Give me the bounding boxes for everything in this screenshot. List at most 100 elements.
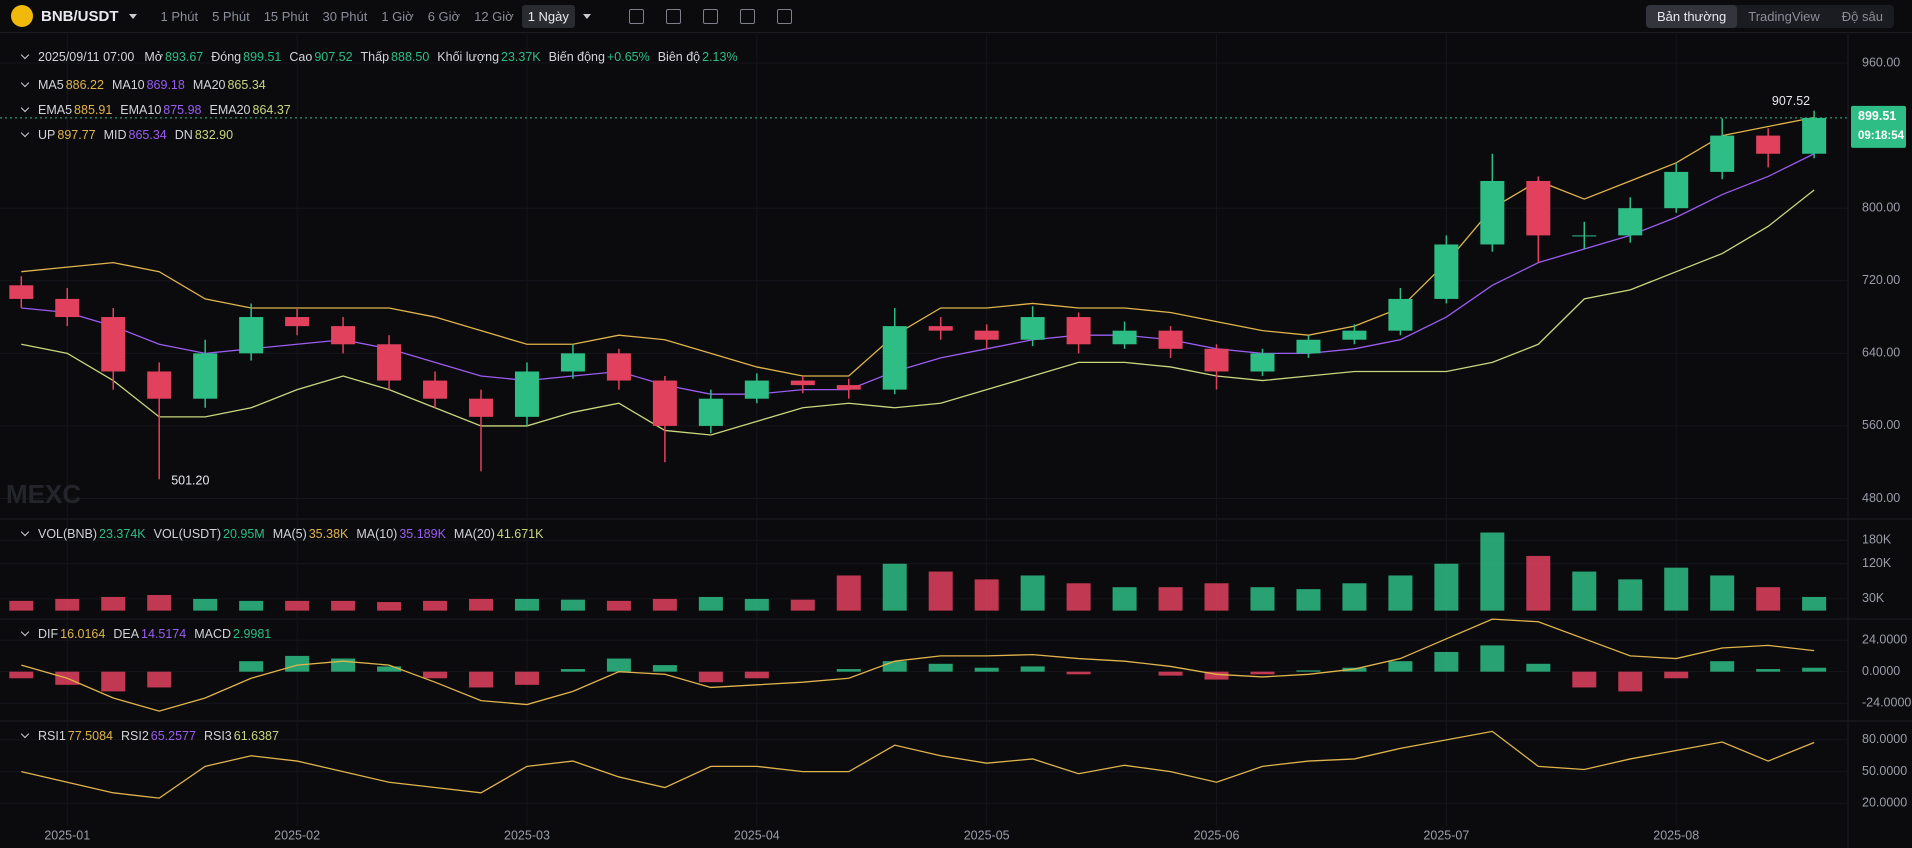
macd-bar (698, 671, 723, 683)
camera-icon[interactable] (776, 8, 792, 24)
macd-bar (469, 671, 493, 688)
symbol[interactable]: BNB/USDT (41, 7, 119, 25)
volume-bar (1066, 583, 1091, 611)
x-tick-label: 2025-01 (44, 828, 90, 842)
macd-bar (1526, 663, 1551, 672)
macd-bar (1480, 645, 1505, 672)
y-tick-label: 20.0000 (1862, 796, 1907, 810)
legend-value: 77.5084 (67, 729, 113, 743)
collapse-toggle[interactable] (20, 78, 30, 88)
macd-bar (1572, 671, 1597, 688)
candle-body (514, 371, 539, 417)
interval-list: 1 Phút 5 Phút 15 Phút 30 Phút 1 Giờ 6 Giờ 12 G… (155, 4, 577, 28)
volume-bar (1388, 575, 1413, 611)
formula-icon[interactable] (665, 8, 681, 24)
volume-bar (698, 596, 723, 611)
last-price-label: 899.51 (1858, 109, 1896, 123)
legend-value: 869.18 (146, 78, 185, 92)
macd-bar (606, 658, 631, 672)
volume-bar (514, 598, 539, 611)
legend-name: MA(20) (453, 527, 495, 541)
legend-value: 35.189K (399, 527, 446, 541)
view-button[interactable]: Độ sâu (1841, 9, 1883, 24)
draw-icon[interactable] (702, 8, 718, 24)
interval-button[interactable]: 1 Ngày (521, 4, 575, 28)
legend-value: 20.95M (223, 527, 265, 541)
symbol-dropdown[interactable] (128, 13, 137, 19)
candle-body (1618, 208, 1643, 236)
legend-name: UP (38, 128, 56, 142)
interval-button[interactable]: 1 Phút (160, 8, 199, 24)
y-tick-label: 640.00 (1862, 346, 1900, 360)
legend-name: RSI1 (38, 729, 66, 743)
candle-body (744, 380, 769, 399)
collapse-toggle[interactable] (20, 103, 30, 113)
candle-body (1388, 298, 1413, 331)
volume-bar (193, 598, 218, 611)
macd-bar (1020, 666, 1045, 672)
candle-body (147, 371, 172, 399)
legend-value: 875.98 (163, 103, 202, 117)
y-tick-label: 960.00 (1862, 55, 1900, 69)
interval-button[interactable]: 15 Phút (263, 8, 309, 24)
y-tick-label: -24.0000 (1862, 696, 1911, 710)
interval-button[interactable]: 30 Phút (322, 8, 368, 24)
collapse-toggle[interactable] (20, 128, 30, 138)
legend-value: 865.34 (128, 128, 167, 142)
interval-button[interactable]: 1 Giờ (381, 8, 414, 24)
legend-name: Đóng (211, 50, 242, 64)
candle-body (1112, 330, 1137, 345)
interval-button[interactable]: 5 Phút (212, 8, 250, 24)
view-button[interactable]: Bản thường (1645, 5, 1738, 28)
indicator-icon[interactable] (628, 8, 644, 24)
candle-body (1664, 171, 1689, 209)
collapse-toggle[interactable] (20, 50, 30, 60)
background (0, 34, 1912, 848)
legend-name: MA(5) (272, 527, 307, 541)
layout-icon[interactable] (739, 8, 755, 24)
collapse-toggle[interactable] (20, 729, 30, 739)
x-tick-label: 2025-08 (1653, 828, 1699, 842)
y-tick-label: 24.0000 (1862, 632, 1907, 646)
legend-value: 864.37 (252, 103, 291, 117)
interval-dropdown[interactable] (582, 13, 591, 19)
legend-name: EMA10 (120, 103, 162, 117)
volume-bar (974, 579, 999, 611)
interval-button[interactable]: 12 Giờ (474, 8, 514, 24)
legend-value: 885.91 (74, 103, 113, 117)
candle-body (55, 298, 80, 318)
legend-value: 865.34 (227, 78, 266, 92)
volume-bar (1526, 555, 1551, 611)
x-tick-label: 2025-07 (1423, 828, 1469, 842)
watermark: MEXC (6, 479, 81, 509)
volume-bar (1572, 571, 1597, 611)
macd-bar (974, 667, 999, 672)
macd-bar (1342, 667, 1367, 672)
macd-bar (331, 658, 356, 672)
volume-bar (560, 599, 585, 611)
candle-body (469, 398, 493, 417)
legend-name: EMA5 (38, 103, 73, 117)
y-tick-label: 50.0000 (1862, 764, 1907, 778)
indicator-line (21, 730, 1815, 799)
macd-bar (1066, 671, 1091, 675)
macd-bar (882, 661, 907, 672)
view-button[interactable]: TradingView (1748, 9, 1820, 24)
y-tick-label: 800.00 (1862, 200, 1900, 214)
high-annotation: 907.52 (1772, 94, 1810, 108)
candle-body (560, 353, 585, 372)
collapse-toggle[interactable] (20, 527, 30, 537)
volume-bar (1250, 587, 1275, 611)
macd-bar (652, 665, 677, 672)
legend-name: Biên độ (657, 50, 701, 64)
macd-bar (1388, 661, 1413, 672)
candle-body (423, 380, 448, 399)
macd-bar (1618, 671, 1643, 692)
interval-button[interactable]: 6 Giờ (427, 8, 461, 24)
legend-name: MA10 (111, 78, 145, 92)
legend-value: 832.90 (194, 128, 234, 142)
collapse-toggle[interactable] (20, 627, 30, 637)
volume-bar (147, 595, 172, 611)
volume-bar (606, 600, 631, 611)
